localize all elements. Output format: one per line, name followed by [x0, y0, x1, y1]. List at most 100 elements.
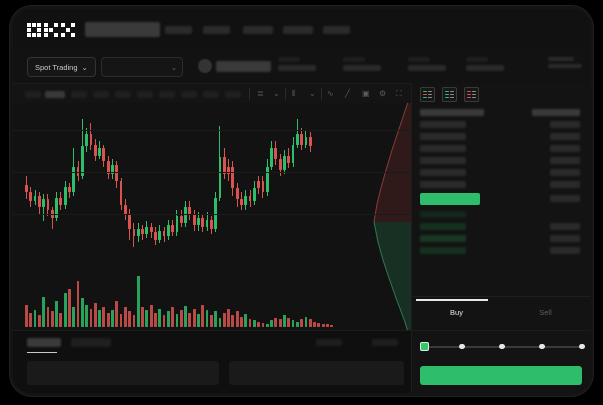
timeframe-pill-2[interactable]: [45, 91, 65, 98]
tab-buy[interactable]: Buy: [450, 308, 463, 317]
orderbook-highlight-row[interactable]: [420, 193, 480, 205]
orderbook-ask-row-price-6[interactable]: [420, 181, 466, 188]
stat-2-value: [343, 65, 381, 71]
okx-logo[interactable]: [27, 23, 75, 37]
orderbook-bid-amount-2[interactable]: [550, 223, 580, 230]
candle: [270, 103, 273, 331]
slider-stop-25[interactable]: [459, 343, 465, 349]
bottom-field-right[interactable]: [229, 361, 404, 385]
candle: [55, 103, 58, 331]
settings-icon[interactable]: ⚙: [379, 89, 387, 98]
orderbook-ask-row-amount-4[interactable]: [550, 157, 580, 164]
slider-handle[interactable]: [420, 342, 429, 351]
timeframe-pill-7[interactable]: [159, 91, 175, 98]
slider-stop-50[interactable]: [499, 343, 505, 349]
candle: [42, 103, 46, 331]
orderbook-bid-amount-3[interactable]: [550, 235, 580, 242]
candle: [29, 103, 33, 331]
orderbook-ask-row-price-5[interactable]: [420, 169, 466, 176]
orderbook-bid-row-2[interactable]: [420, 223, 466, 230]
candlestick-chart[interactable]: [13, 103, 412, 331]
orderbook-view-bids-icon[interactable]: [442, 87, 457, 102]
bottom-action-2[interactable]: [372, 339, 398, 346]
volume-bar: [192, 308, 196, 327]
depth-overlay: [372, 103, 412, 331]
volume-bar: [227, 308, 230, 327]
nav-item-1[interactable]: [165, 26, 192, 34]
candle: [89, 103, 93, 331]
timeframe-pill-3[interactable]: [71, 91, 87, 98]
place-order-button[interactable]: [420, 366, 582, 385]
orderbook-bid-amount-4[interactable]: [550, 247, 580, 254]
timeframe-pill-8[interactable]: [181, 91, 197, 98]
timeframe-pill-10[interactable]: [225, 91, 241, 98]
candle: [115, 103, 119, 331]
orderbook-ask-row-amount-6[interactable]: [550, 181, 580, 188]
volume-bar: [25, 304, 28, 327]
orderbook-ask-row-amount-1[interactable]: [550, 121, 580, 128]
volume-bar: [119, 313, 123, 327]
orderbook-ask-row-price-4[interactable]: [420, 157, 466, 164]
orderbook-ask-row-price-3[interactable]: [420, 145, 466, 152]
orderbook-ask-row-price-1[interactable]: [420, 121, 466, 128]
volume-bar: [145, 310, 149, 327]
stat-4-label: [466, 57, 488, 62]
nav-item-2[interactable]: [203, 26, 230, 34]
amount-slider[interactable]: [420, 342, 585, 351]
orderbook-bid-row-3[interactable]: [420, 235, 466, 242]
fullscreen-icon[interactable]: ⛶: [396, 89, 402, 98]
mode-selector[interactable]: Spot Trading ⌄: [27, 57, 96, 77]
timeframe-pill-9[interactable]: [203, 91, 219, 98]
timeframe-pill-1[interactable]: [25, 91, 41, 98]
nav-item-5[interactable]: [323, 26, 350, 34]
chevron-down-icon[interactable]: ⌄: [273, 89, 280, 98]
timeframe-pill-6[interactable]: [137, 91, 153, 98]
tab-active-underline: [416, 299, 488, 301]
tab-sell[interactable]: Sell: [539, 308, 552, 317]
orderbook-bid-row-1[interactable]: [420, 211, 466, 218]
candle: [283, 103, 286, 331]
orderbook-ask-row-price-2[interactable]: [420, 133, 466, 140]
indicator-icon[interactable]: ≣: [257, 89, 264, 98]
orderbook-bid-row-4[interactable]: [420, 247, 466, 254]
slider-stop-75[interactable]: [539, 343, 545, 349]
chevron-down-icon-2[interactable]: ⌄: [309, 89, 316, 98]
candle: [141, 103, 144, 331]
nav-item-3[interactable]: [243, 26, 273, 34]
nav-item-4[interactable]: [283, 26, 313, 34]
candle: [76, 103, 80, 331]
order-book-rows[interactable]: [412, 105, 590, 297]
pencil-icon[interactable]: ╱: [345, 89, 350, 98]
candle: [235, 103, 239, 331]
candle: [59, 103, 63, 331]
orderbook-ask-row-amount-2[interactable]: [550, 133, 580, 140]
order-form-panel: [411, 330, 590, 393]
candle: [25, 103, 28, 331]
bottom-action-1[interactable]: [316, 339, 342, 346]
timeframe-pill-5[interactable]: [115, 91, 131, 98]
bottom-tab-2[interactable]: [71, 338, 111, 347]
candle: [136, 103, 140, 331]
camera-icon[interactable]: ▣: [362, 89, 370, 98]
orderbook-ask-row-amount-5[interactable]: [550, 169, 580, 176]
orderbook-view-both-icon[interactable]: [420, 87, 435, 102]
timeframe-pill-4[interactable]: [93, 91, 109, 98]
candle: [111, 103, 114, 331]
compare-icon[interactable]: ⦀: [292, 89, 296, 98]
bottom-field-left[interactable]: [27, 361, 219, 385]
volume-bar: [218, 317, 222, 327]
volume-bar: [29, 312, 33, 327]
orderbook-view-asks-icon[interactable]: [464, 87, 479, 102]
orderbook-ask-row-amount-3[interactable]: [550, 145, 580, 152]
pair-selector[interactable]: ⌄: [101, 57, 183, 77]
volume-bar: [72, 307, 76, 327]
candle: [278, 103, 282, 331]
volume-bar: [85, 304, 89, 327]
volume-bar: [76, 281, 80, 327]
candle: [197, 103, 200, 331]
header-search-field[interactable]: [85, 22, 160, 37]
slider-stop-100[interactable]: [579, 343, 585, 349]
volume-bar: [175, 313, 179, 327]
drawing-wave-icon[interactable]: ∿: [327, 89, 334, 98]
bottom-tab-1[interactable]: [27, 338, 61, 347]
